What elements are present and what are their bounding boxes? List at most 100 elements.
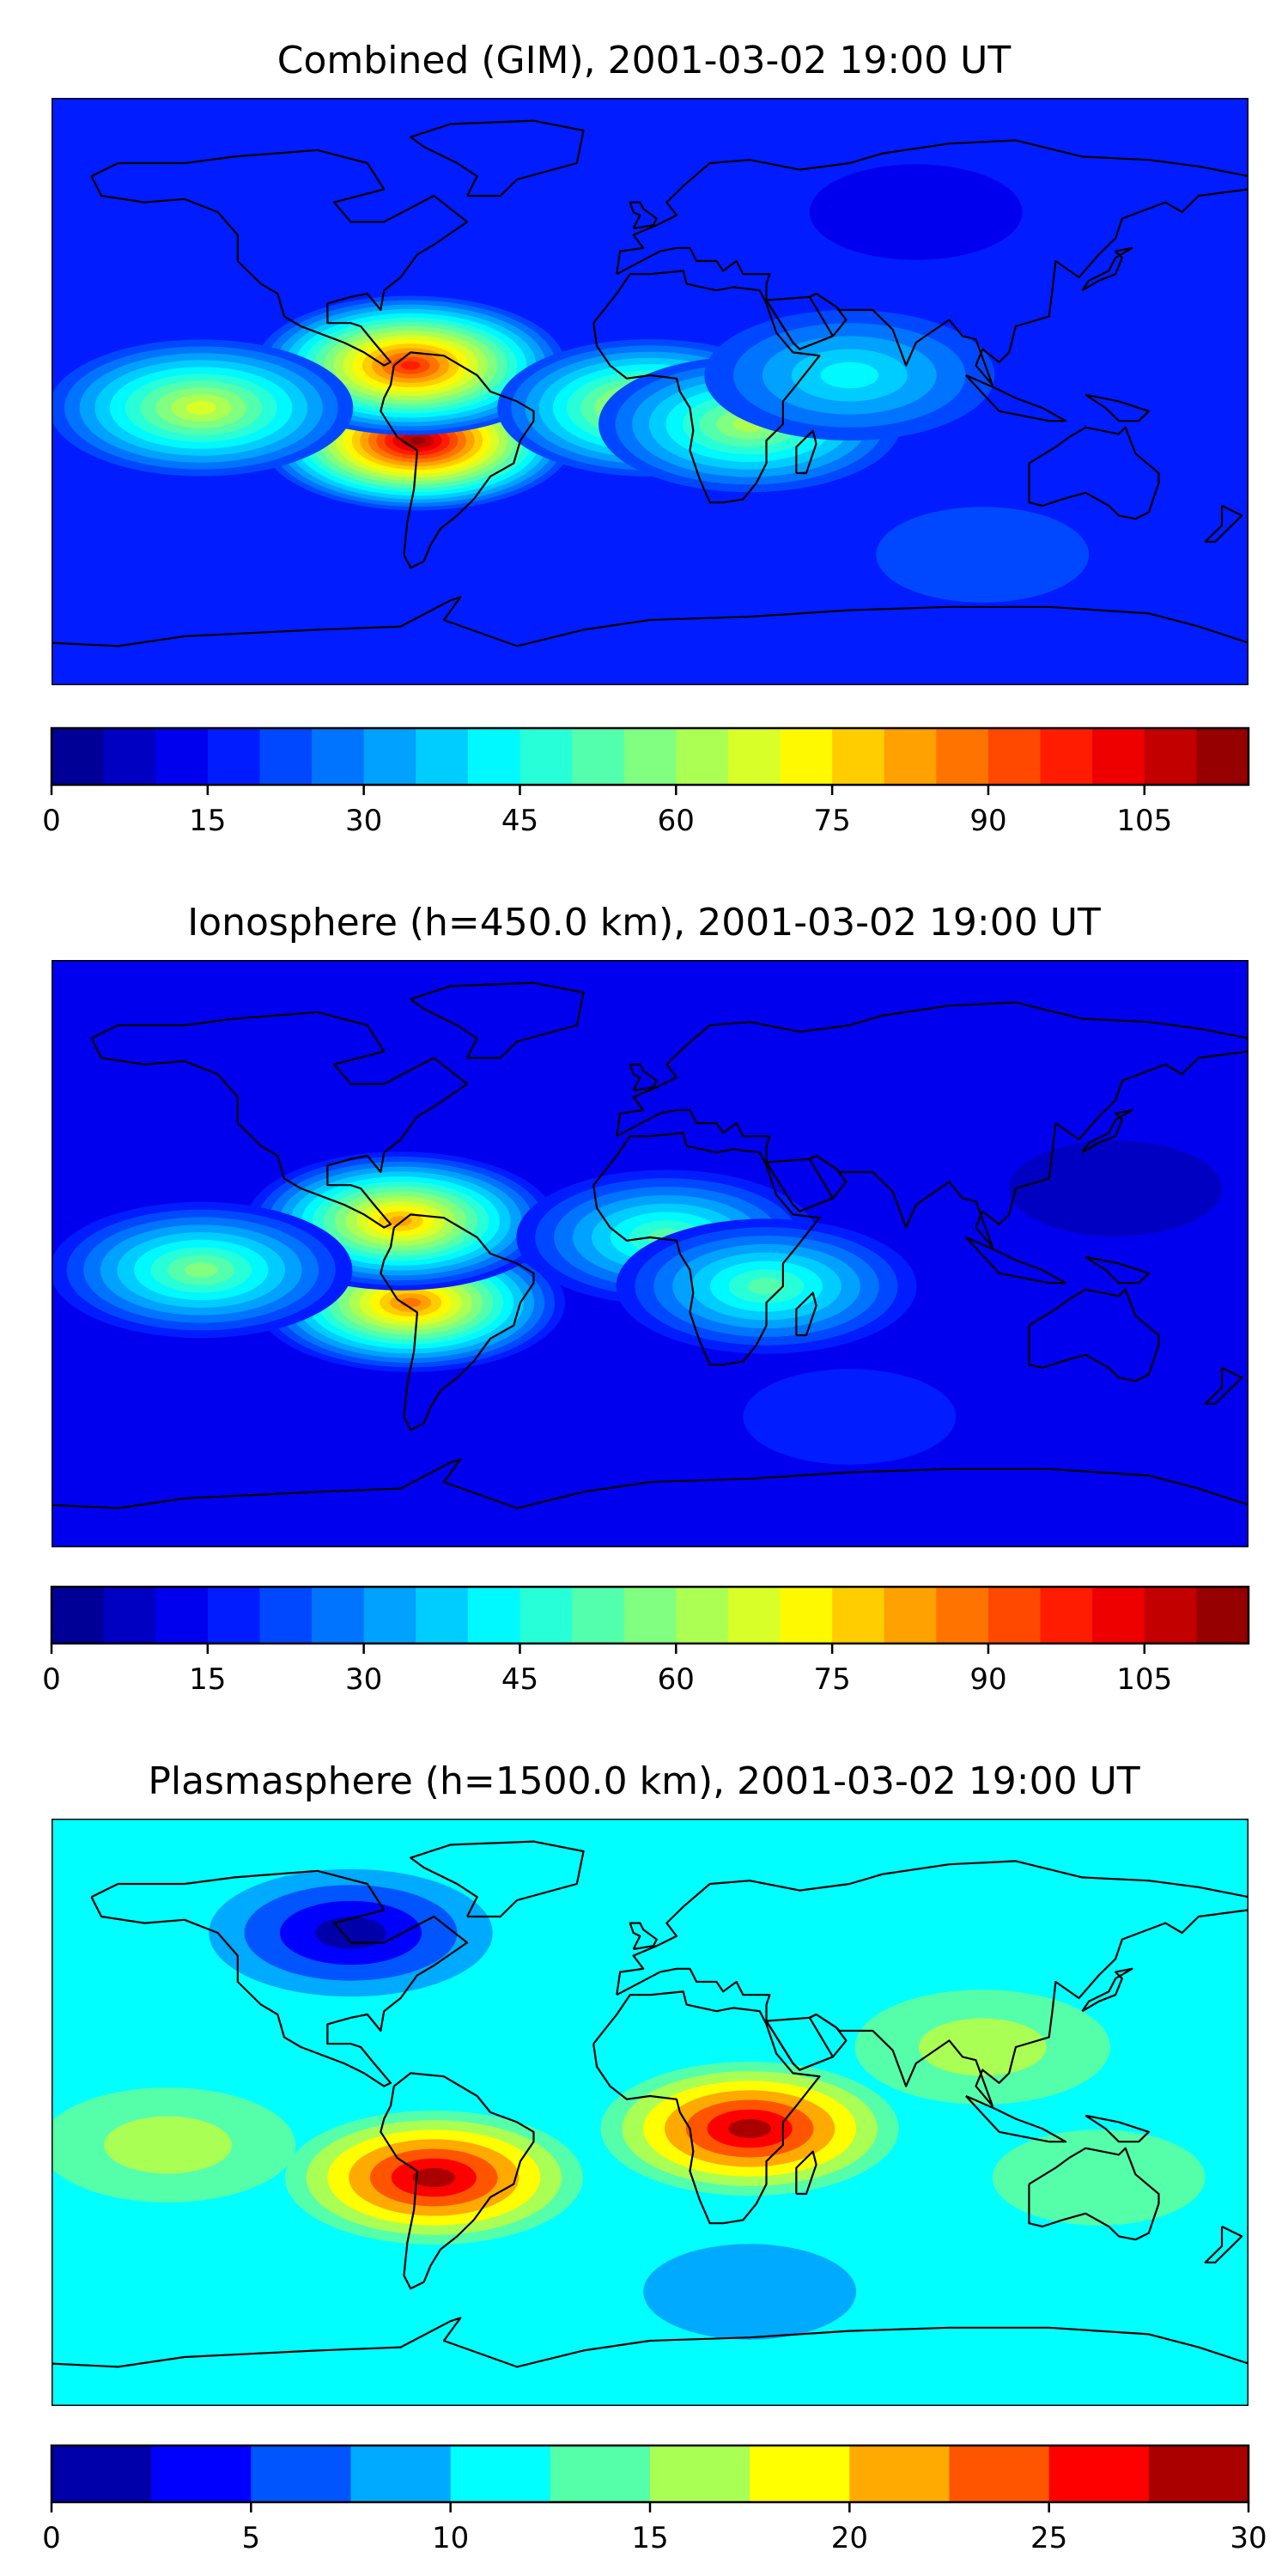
- colorbar-tick-label: 45: [501, 804, 539, 838]
- australia-coast: [1029, 2148, 1158, 2239]
- contour-band: [728, 2118, 771, 2139]
- indonesia-coast: [966, 2096, 1066, 2142]
- colorbar-segment: [450, 2445, 551, 2502]
- colorbar-tick-label: 75: [813, 804, 851, 838]
- panel2-contours: [52, 1140, 1223, 1465]
- contour-band: [918, 2018, 1047, 2076]
- contour-band: [412, 2167, 456, 2188]
- antarctica-coast: [52, 597, 1249, 669]
- colorbar-tick-label: 20: [830, 2521, 868, 2555]
- uk-coast: [630, 1923, 657, 1949]
- panel1-contours: [52, 164, 1090, 603]
- colorbar-tick-label: 25: [1030, 2521, 1068, 2555]
- new-zealand-coast: [1206, 506, 1242, 542]
- greenland-coast: [410, 1842, 583, 1917]
- colorbar-segment: [251, 2445, 352, 2502]
- contour-band: [820, 361, 879, 389]
- contour-band: [1009, 1140, 1223, 1236]
- panel3-coastlines: [52, 1842, 1249, 2390]
- colorbar-segment: [884, 728, 937, 785]
- colorbar-segment: [1148, 2445, 1249, 2502]
- field-feature-6: [704, 310, 995, 440]
- colorbar-tick-label: 15: [189, 1662, 227, 1697]
- contour-band: [185, 401, 216, 415]
- colorbar-segment: [312, 1587, 365, 1643]
- australia-coast: [1029, 428, 1158, 519]
- colorbar-segment: [467, 1587, 521, 1643]
- colorbar-segment: [750, 2445, 850, 2502]
- colorbar-segment: [676, 728, 729, 785]
- contour-band: [400, 361, 421, 370]
- field-feature-7: [743, 1369, 957, 1465]
- colorbar-segment: [207, 1587, 261, 1643]
- contour-band: [743, 1369, 957, 1465]
- africa-coast: [593, 270, 819, 502]
- panel2-map: [52, 960, 1249, 1547]
- colorbar-frame: [50, 726, 1250, 787]
- colorbar-tick-label: 5: [241, 2521, 261, 2555]
- indonesia-coast: [966, 375, 1066, 421]
- colorbar-segment: [884, 1587, 937, 1643]
- madagascar-coast: [796, 2152, 816, 2194]
- colorbar-segment: [832, 728, 885, 785]
- colorbar-tick-label: 75: [813, 1662, 851, 1697]
- new-zealand-coast: [1206, 2227, 1242, 2263]
- colorbar-tick-label: 60: [657, 804, 695, 838]
- panel2-title: Ionosphere (h=450.0 km), 2001-03-02 19:0…: [187, 901, 1101, 945]
- colorbar-segment: [1040, 728, 1093, 785]
- colorbar-tick-label: 0: [42, 804, 61, 838]
- colorbar-segment: [936, 1587, 989, 1643]
- japan-coast: [1082, 248, 1132, 290]
- field-feature-2: [600, 2061, 899, 2196]
- contour-band: [104, 2116, 232, 2174]
- colorbar-tick-label: 0: [42, 1662, 61, 1697]
- colorbar-tick-label: 90: [969, 804, 1007, 838]
- colorbar-segment: [52, 728, 105, 785]
- colorbar-segment: [155, 728, 209, 785]
- colorbar-segment: [572, 1587, 625, 1643]
- panel3-title: Plasmasphere (h=1500.0 km), 2001-03-02 1…: [148, 1759, 1140, 1803]
- colorbar-tick-label: 30: [1230, 2521, 1267, 2555]
- colorbar-segment: [550, 2445, 651, 2502]
- contour-band: [643, 2244, 857, 2340]
- colorbar-segment: [312, 728, 365, 785]
- colorbar-tick-label: 15: [631, 2521, 669, 2555]
- colorbar-segment: [650, 2445, 750, 2502]
- field-feature-4: [854, 1990, 1110, 2105]
- colorbar-segment: [1040, 1587, 1093, 1643]
- colorbar-segment: [1196, 728, 1249, 785]
- madagascar-coast: [796, 431, 816, 473]
- greenland-coast: [410, 121, 583, 196]
- colorbar-segment: [727, 728, 781, 785]
- panel2-coastlines: [52, 983, 1249, 1531]
- contour-band: [992, 2129, 1206, 2226]
- eurasia-coast: [617, 1002, 1249, 1247]
- colorbar-segment: [519, 728, 573, 785]
- colorbar-segment: [676, 1587, 729, 1643]
- field-feature-3: [52, 2087, 296, 2202]
- colorbar-segment: [987, 1587, 1042, 1643]
- colorbar-segment: [1144, 728, 1197, 785]
- colorbar-segment: [259, 1587, 313, 1643]
- panel3-map: [52, 1819, 1249, 2406]
- south-america-coast: [380, 1214, 533, 1430]
- colorbar-tick-label: 45: [501, 1662, 539, 1697]
- colorbar-frame: [50, 1585, 1250, 1645]
- arabia-coast: [767, 2014, 847, 2070]
- north-america-coast: [91, 1012, 467, 1228]
- new-guinea-coast: [1085, 395, 1149, 421]
- new-zealand-coast: [1206, 1368, 1242, 1404]
- africa-coast: [593, 1133, 819, 1364]
- uk-coast: [630, 1065, 657, 1091]
- uk-coast: [630, 203, 657, 228]
- contour-band: [809, 164, 1023, 260]
- colorbar-segment: [363, 728, 416, 785]
- colorbar-tick-label: 105: [1116, 804, 1173, 838]
- colorbar-segment: [936, 728, 989, 785]
- panel1-colorbar: [50, 726, 1250, 795]
- colorbar-tick-label: 60: [657, 1662, 695, 1697]
- panel2-colorbar: [50, 1585, 1250, 1654]
- colorbar-segment: [623, 1587, 677, 1643]
- colorbar-segment: [519, 1587, 573, 1643]
- greenland-coast: [410, 983, 583, 1058]
